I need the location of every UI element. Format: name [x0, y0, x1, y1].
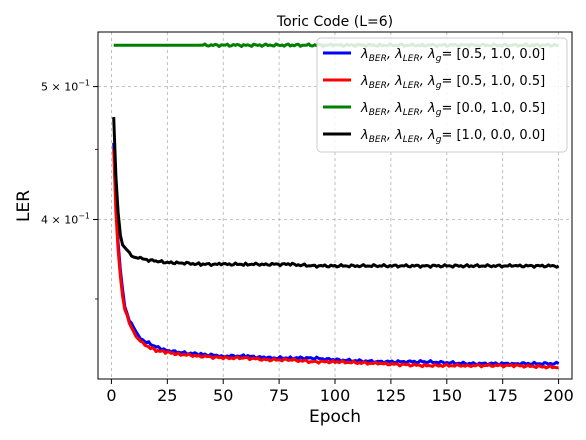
x-tick-label: 100 — [320, 386, 351, 405]
legend-box — [316, 37, 568, 153]
legend-symbol: , λ — [387, 128, 403, 143]
y-tick-label-base: 5 × 10 — [41, 81, 78, 94]
y-tick-label-base: 4 × 10 — [41, 213, 78, 226]
legend-label: λBER, λLER, λg= [0.5, 1.0, 0.0] — [360, 47, 545, 64]
x-axis-label: Epoch — [309, 407, 361, 427]
y-tick-label: 4 × 10−1 — [41, 211, 90, 226]
legend-symbol: λ — [360, 101, 369, 116]
legend-symbol: , λ — [420, 101, 436, 116]
y-axis: 4 × 10−15 × 10−1 — [41, 79, 98, 300]
legend-subscript: g — [436, 135, 442, 145]
legend-symbol: , λ — [420, 128, 436, 143]
legend-subscript: g — [436, 108, 442, 118]
legend-subscript: LER — [403, 135, 420, 145]
grid — [98, 32, 572, 379]
x-tick-label: 125 — [376, 386, 407, 405]
y-tick-label-exponent: −1 — [78, 211, 90, 220]
legend-label: λBER, λLER, λg= [0.0, 1.0, 0.5] — [360, 101, 545, 118]
legend-subscript: g — [436, 81, 442, 91]
legend-symbol: , λ — [387, 47, 403, 62]
legend-params: = [1.0, 0.0, 0.0] — [441, 128, 545, 143]
legend-subscript: BER — [369, 108, 387, 118]
x-tick-label: 75 — [269, 386, 289, 405]
legend-subscript: BER — [369, 135, 387, 145]
x-axis: 0 25 50 75 100 125 150 175 200 — [106, 379, 574, 405]
legend-subscript: LER — [403, 81, 420, 91]
legend-subscript: g — [436, 54, 442, 64]
series-line-2 — [112, 149, 559, 370]
legend-label: λBER, λLER, λg= [1.0, 0.0, 0.0] — [360, 128, 545, 145]
x-tick-label: 50 — [213, 386, 233, 405]
legend-params: = [0.5, 1.0, 0.0] — [441, 47, 545, 62]
legend-symbol: λ — [360, 74, 369, 89]
legend-symbol: , λ — [420, 74, 436, 89]
legend-subscript: BER — [369, 54, 387, 64]
legend-subscript: BER — [369, 81, 387, 91]
y-tick-label-exponent: −1 — [78, 79, 90, 88]
x-tick-label: 200 — [543, 386, 574, 405]
legend-label: λBER, λLER, λg= [0.5, 1.0, 0.5] — [360, 74, 545, 91]
legend-subscript: LER — [403, 108, 420, 118]
y-axis-label: LER — [14, 190, 34, 222]
x-tick-label: 175 — [487, 386, 518, 405]
x-tick-label: 25 — [157, 386, 177, 405]
legend: λBER, λLER, λg= [0.5, 1.0, 0.0]λBER, λLE… — [316, 37, 568, 153]
legend-symbol: λ — [360, 47, 369, 62]
series-line-4 — [112, 117, 560, 269]
legend-params: = [0.5, 1.0, 0.5] — [441, 74, 545, 89]
x-tick-label: 150 — [432, 386, 463, 405]
legend-symbol: λ — [360, 128, 369, 143]
x-tick-label: 0 — [106, 386, 116, 405]
chart-title: Toric Code (L=6) — [276, 14, 393, 30]
y-tick-label: 5 × 10−1 — [41, 79, 90, 94]
legend-subscript: LER — [403, 54, 420, 64]
legend-params: = [0.0, 1.0, 0.5] — [441, 101, 545, 116]
legend-symbol: , λ — [420, 47, 436, 62]
legend-symbol: , λ — [387, 101, 403, 116]
legend-symbol: , λ — [387, 74, 403, 89]
